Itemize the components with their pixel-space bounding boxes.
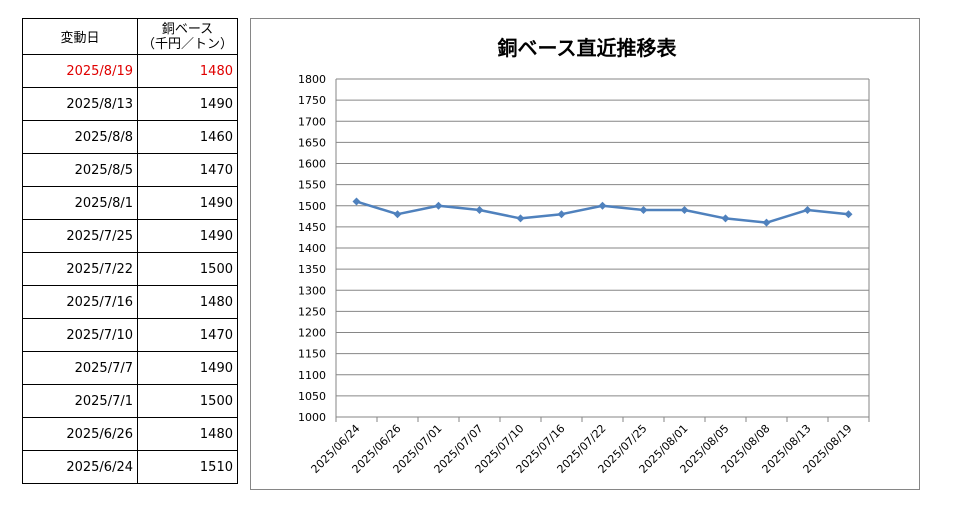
row-price: 1490 [137,186,238,220]
table-row: 2025/7/16 1480 [22,285,238,319]
line-chart: 銅ベース直近推移表 1000 1050 1100 1150 1200 1250 1300 13… [298,36,870,476]
table-row: 2025/6/24 1510 [22,450,238,484]
y-tick-label: 1350 [298,263,326,276]
y-tick-label: 1250 [298,305,326,318]
data-point [598,201,607,210]
row-date: 2025/6/26 [22,417,138,451]
chart-title: 銅ベース直近推移表 [498,36,678,60]
y-tick-label: 1750 [298,94,326,107]
y-tick-label: 1200 [298,327,326,340]
y-axis: 1000 1050 1100 1150 1200 1250 1300 1350 1400 1450… [298,73,337,424]
series [352,197,853,227]
row-price: 1460 [137,120,238,154]
y-tick-label: 1500 [298,200,326,213]
y-tick-label: 1050 [298,390,326,403]
row-date: 2025/7/10 [22,318,138,352]
row-price: 1490 [137,87,238,121]
row-price: 1500 [137,252,238,286]
row-price: 1470 [137,153,238,187]
table-row: 2025/7/10 1470 [22,318,238,352]
table-row: 2025/7/7 1490 [22,351,238,385]
y-tick-label: 1400 [298,242,326,255]
gridlines [336,78,870,418]
row-price: 1500 [137,384,238,418]
data-point [803,205,812,214]
table-row: 2025/8/19 1480 [22,54,238,88]
row-date: 2025/7/1 [22,384,138,418]
table-row: 2025/6/26 1480 [22,417,238,451]
data-point [516,214,525,223]
table-body: 2025/8/19 1480 2025/8/13 1490 2025/8/8 1460 20… [22,54,238,484]
row-date: 2025/7/7 [22,351,138,385]
header-price-line2: （千円／トン） [142,36,234,52]
y-tick-label: 1700 [298,115,326,128]
price-table: 変動日 銅ベース （千円／トン） 2025/8/19 1480 2025/8/13 1… [22,18,238,484]
row-date: 2025/8/5 [22,153,138,187]
data-point [434,201,443,210]
chart-frame: 銅ベース直近推移表 1000 1050 1100 1150 1200 1250 1300 13… [250,18,920,490]
data-point [557,210,566,219]
data-point [844,210,853,219]
x-axis: 2025/06/242025/06/262025/07/012025/07/07… [309,416,870,476]
y-tick-label: 1300 [298,284,326,297]
table-row: 2025/7/1 1500 [22,384,238,418]
table-row: 2025/8/1 1490 [22,186,238,220]
table-row: 2025/7/25 1490 [22,219,238,253]
y-tick-label: 1650 [298,136,326,149]
table-row: 2025/8/5 1470 [22,153,238,187]
header-date: 変動日 [22,18,138,55]
header-price-line1: 銅ベース [161,21,214,37]
row-price: 1470 [137,318,238,352]
table-header-row: 変動日 銅ベース （千円／トン） [22,18,238,55]
data-point [721,214,730,223]
y-tick-label: 1450 [298,221,326,234]
table-row: 2025/8/13 1490 [22,87,238,121]
y-tick-label: 1000 [298,411,326,424]
row-price: 1510 [137,450,238,484]
row-date: 2025/6/24 [22,450,138,484]
data-point [762,218,771,227]
row-date: 2025/8/13 [22,87,138,121]
data-point [393,210,402,219]
data-point [680,205,689,214]
row-date: 2025/7/22 [22,252,138,286]
y-tick-label: 1150 [298,348,326,361]
data-point [475,205,484,214]
y-tick-label: 1800 [298,73,326,86]
row-price: 1490 [137,219,238,253]
row-date: 2025/8/1 [22,186,138,220]
row-date: 2025/8/8 [22,120,138,154]
row-price: 1490 [137,351,238,385]
row-date: 2025/7/25 [22,219,138,253]
row-date: 2025/8/19 [22,54,138,88]
y-tick-label: 1600 [298,158,326,171]
row-date: 2025/7/16 [22,285,138,319]
row-price: 1480 [137,285,238,319]
data-point [639,205,648,214]
table-row: 2025/7/22 1500 [22,252,238,286]
table-row: 2025/8/8 1460 [22,120,238,154]
row-price: 1480 [137,417,238,451]
data-point [352,197,361,206]
row-price: 1480 [137,54,238,88]
header-price: 銅ベース （千円／トン） [137,18,238,55]
y-tick-label: 1100 [298,369,326,382]
y-tick-label: 1550 [298,179,326,192]
